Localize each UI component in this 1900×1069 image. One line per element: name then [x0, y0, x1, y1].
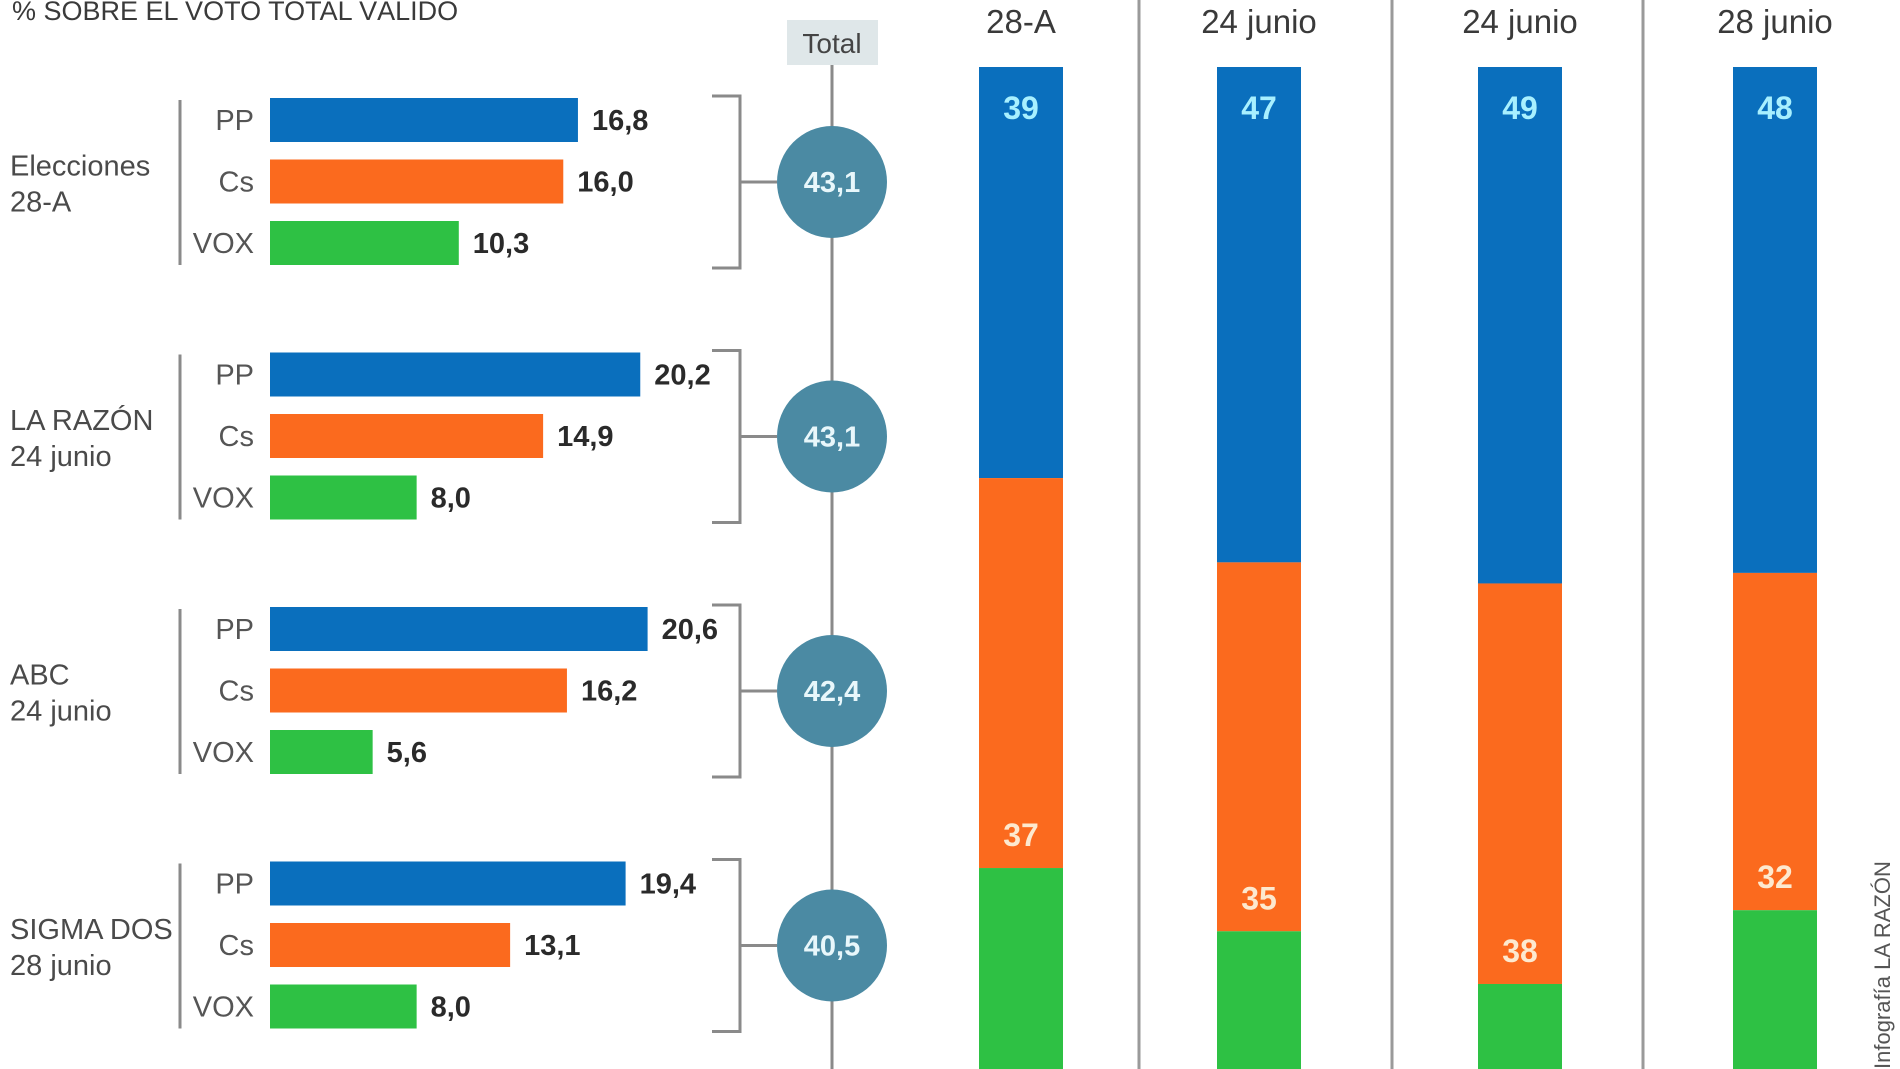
segment-pp — [1217, 67, 1301, 563]
chart-title: % SOBRE EL VOTO TOTAL VÁLIDO — [12, 0, 458, 26]
stacked-column: 24 junio 47 35 — [1201, 3, 1317, 1069]
party-label: VOX — [193, 483, 254, 515]
group-bracket — [712, 858, 742, 1033]
group-label-line2: 28 junio — [10, 950, 112, 982]
value-label: 20,6 — [662, 614, 718, 646]
bar-cs — [270, 159, 564, 204]
value-label: 16,8 — [592, 105, 648, 137]
group-bracket — [712, 94, 742, 270]
party-label: PP — [215, 869, 254, 901]
stacked-column: 24 junio 49 38 — [1462, 3, 1578, 1069]
stacked-column: 28-A 39 37 — [979, 3, 1063, 1069]
total-value-label: 43,1 — [804, 422, 860, 454]
party-label: PP — [215, 614, 254, 646]
stacked-column: 28 junio 48 32 — [1717, 3, 1833, 1069]
segment-label: 37 — [1003, 817, 1039, 853]
total-circle — [777, 126, 887, 238]
segment-label: 32 — [1757, 859, 1793, 895]
party-label: Cs — [219, 676, 254, 708]
bar-cs — [270, 923, 511, 967]
group-bracket — [712, 349, 742, 524]
party-label: Cs — [219, 930, 254, 962]
group-label-line1: LA RAZÓN — [10, 404, 153, 437]
value-label: 20,2 — [654, 360, 710, 392]
credit-label: Infografía LA RAZÓN — [1870, 861, 1895, 1069]
total-value-label: 43,1 — [804, 167, 860, 199]
bar-pp — [270, 861, 626, 906]
party-label: VOX — [193, 228, 254, 260]
total-axis-label: Total — [802, 28, 861, 59]
total-value-label: 40,5 — [804, 931, 860, 963]
total-label-box — [787, 20, 878, 65]
poll-group: LA RAZÓN 24 junio PP 20,2 Cs 14,9 VOX 8,0 43,1 — [10, 349, 887, 524]
bar-pp — [270, 98, 578, 142]
poll-group: ABC 24 junio PP 20,6 Cs 16,2 VOX 5,6 42,4 — [10, 603, 887, 779]
bar-vox — [270, 984, 417, 1029]
poll-group: Elecciones 28-A PP 16,8 Cs 16,0 VOX 10,3 43,1 — [10, 94, 887, 270]
segment-vox — [1217, 931, 1301, 1069]
stacked-columns-panel: 28-A 39 37 24 junio 47 35 24 junio 49 38 28 junio… — [979, 0, 1833, 1069]
poll-group: SIGMA DOS 28 junio PP 19,4 Cs 13,1 VOX 8,0 40,5 — [10, 858, 887, 1033]
value-label: 10,3 — [473, 228, 529, 260]
bar-vox — [270, 221, 459, 265]
group-label-line1: ABC — [10, 660, 70, 692]
column-header: 24 junio — [1201, 3, 1317, 40]
value-label: 19,4 — [640, 869, 696, 901]
segment-label: 47 — [1241, 90, 1277, 126]
segment-pp — [979, 67, 1063, 479]
group-label-line2: 24 junio — [10, 696, 112, 728]
segment-cs — [979, 478, 1063, 869]
bar-pp — [270, 352, 641, 397]
group-label-line1: Elecciones — [10, 151, 150, 183]
total-value-label: 42,4 — [804, 676, 860, 708]
segment-label: 48 — [1757, 90, 1793, 126]
party-label: Cs — [219, 167, 254, 199]
party-label: VOX — [193, 737, 254, 769]
value-label: 8,0 — [431, 992, 471, 1024]
value-label: 16,0 — [577, 167, 633, 199]
segment-label: 49 — [1502, 90, 1538, 126]
total-circle — [777, 635, 887, 747]
bar-vox — [270, 475, 417, 520]
segment-cs — [1217, 562, 1301, 932]
segment-cs — [1478, 583, 1562, 984]
bar-cs — [270, 414, 544, 458]
column-header: 24 junio — [1462, 3, 1578, 40]
party-label: Cs — [219, 421, 254, 453]
segment-vox — [1733, 910, 1817, 1069]
value-label: 8,0 — [431, 483, 471, 515]
party-label: PP — [215, 105, 254, 137]
value-label: 5,6 — [387, 737, 427, 769]
bar-vox — [270, 730, 373, 774]
segment-vox — [1478, 983, 1562, 1069]
segment-label: 39 — [1003, 90, 1039, 126]
party-label: VOX — [193, 992, 254, 1024]
segment-label: 38 — [1502, 933, 1538, 969]
party-label: PP — [215, 360, 254, 392]
value-label: 16,2 — [581, 676, 637, 708]
group-label-line2: 28-A — [10, 187, 72, 219]
column-header: 28-A — [986, 3, 1056, 40]
bar-cs — [270, 668, 567, 713]
total-circle — [777, 380, 887, 493]
group-label-line1: SIGMA DOS — [10, 914, 173, 946]
segment-cs — [1733, 572, 1817, 911]
group-label-line2: 24 junio — [10, 441, 112, 473]
segment-pp — [1478, 67, 1562, 584]
value-label: 13,1 — [524, 930, 580, 962]
bar-pp — [270, 607, 648, 651]
column-header: 28 junio — [1717, 3, 1833, 40]
total-circle — [777, 889, 887, 1002]
segment-label: 35 — [1241, 880, 1277, 916]
value-label: 14,9 — [557, 421, 613, 453]
segment-pp — [1733, 67, 1817, 573]
segment-vox — [979, 868, 1063, 1069]
